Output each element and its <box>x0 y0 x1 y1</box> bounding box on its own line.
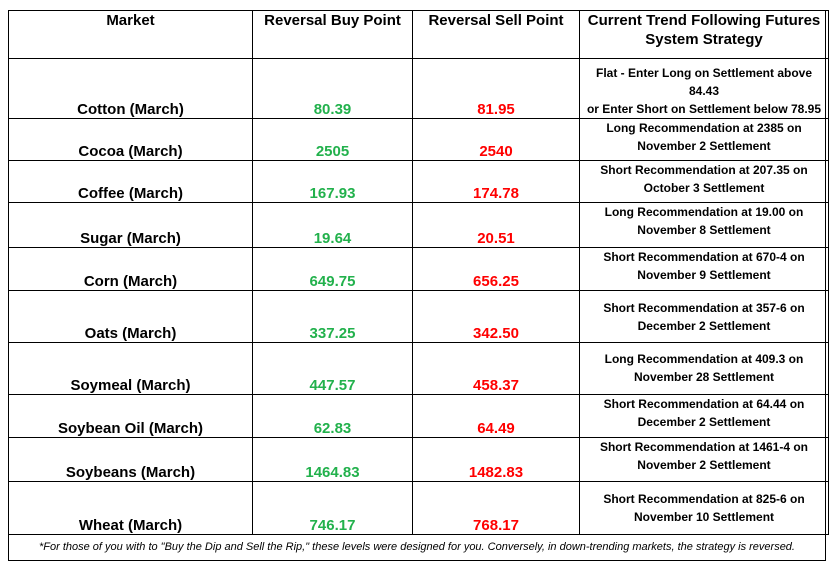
strategy-line2: November 9 Settlement <box>637 268 771 282</box>
sell-point-cell: 342.50 <box>412 290 580 343</box>
table-row: Corn (March) 649.75 656.25 Short Recomme… <box>8 247 829 291</box>
buy-point-cell: 2505 <box>252 118 413 161</box>
strategy-cell: Short Recommendation at 207.35 on Octobe… <box>579 160 829 203</box>
strategy-line1: Short Recommendation at 64.44 on <box>603 397 805 411</box>
strategy-line2: November 10 Settlement <box>633 510 775 524</box>
header-row: Market Reversal Buy Point Reversal Sell … <box>8 10 829 59</box>
header-reversal-sell-point: Reversal Sell Point <box>412 10 580 59</box>
futures-table-sheet: Market Reversal Buy Point Reversal Sell … <box>8 10 829 561</box>
strategy-line2: November 2 Settlement <box>637 139 771 153</box>
sell-point-cell: 656.25 <box>412 247 580 291</box>
buy-point-cell: 19.64 <box>252 202 413 248</box>
buy-point-cell: 337.25 <box>252 290 413 343</box>
strategy-cell: Long Recommendation at 409.3 on November… <box>579 342 829 395</box>
strategy-cell: Short Recommendation at 64.44 on Decembe… <box>579 394 829 438</box>
market-cell: Coffee (March) <box>8 160 253 203</box>
market-cell: Cocoa (March) <box>8 118 253 161</box>
market-cell: Wheat (March) <box>8 481 253 535</box>
header-market: Market <box>8 10 253 59</box>
market-cell: Corn (March) <box>8 247 253 291</box>
header-strategy-line2: System Strategy <box>645 31 763 48</box>
strategy-line1: Short Recommendation at 207.35 on <box>600 163 808 177</box>
strategy-line1: Short Recommendation at 357-6 on <box>603 301 805 315</box>
market-cell: Oats (March) <box>8 290 253 343</box>
strategy-cell: Short Recommendation at 825-6 on Novembe… <box>579 481 829 535</box>
strategy-cell: Short Recommendation at 670-4 on Novembe… <box>579 247 829 291</box>
strategy-line1: Short Recommendation at 1461-4 on <box>599 440 809 454</box>
sell-point-cell: 174.78 <box>412 160 580 203</box>
market-cell: Soymeal (March) <box>8 342 253 395</box>
footnote: *For those of you with to "Buy the Dip a… <box>39 541 795 553</box>
header-reversal-buy-point: Reversal Buy Point <box>252 10 413 59</box>
buy-point-cell: 1464.83 <box>252 437 413 482</box>
table-row: Soybeans (March) 1464.83 1482.83 Short R… <box>8 437 829 482</box>
header-strategy: Current Trend Following Futures System S… <box>579 10 829 59</box>
strategy-line1: Short Recommendation at 670-4 on <box>603 250 805 264</box>
strategy-line2: November 8 Settlement <box>637 223 771 237</box>
strategy-line1: Flat - Enter Long on Settlement above 84… <box>595 66 813 98</box>
table-row: Wheat (March) 746.17 768.17 Short Recomm… <box>8 481 829 535</box>
market-cell: Soybean Oil (March) <box>8 394 253 438</box>
table-row: Cocoa (March) 2505 2540 Long Recommendat… <box>8 118 829 161</box>
strategy-cell: Short Recommendation at 1461-4 on Novemb… <box>579 437 829 482</box>
market-cell: Soybeans (March) <box>8 437 253 482</box>
sell-point-cell: 64.49 <box>412 394 580 438</box>
strategy-line2: November 2 Settlement <box>637 458 771 472</box>
table-row: Oats (March) 337.25 342.50 Short Recomme… <box>8 290 829 343</box>
strategy-line1: Long Recommendation at 2385 on <box>606 121 802 135</box>
buy-point-cell: 62.83 <box>252 394 413 438</box>
strategy-line2: December 2 Settlement <box>637 319 771 333</box>
market-cell: Sugar (March) <box>8 202 253 248</box>
strategy-cell: Flat - Enter Long on Settlement above 84… <box>579 58 829 119</box>
sell-point-cell: 2540 <box>412 118 580 161</box>
strategy-line2: October 3 Settlement <box>643 181 765 195</box>
strategy-cell: Short Recommendation at 357-6 on Decembe… <box>579 290 829 343</box>
table-row: Sugar (March) 19.64 20.51 Long Recommend… <box>8 202 829 248</box>
buy-point-cell: 649.75 <box>252 247 413 291</box>
table-row: Coffee (March) 167.93 174.78 Short Recom… <box>8 160 829 203</box>
strategy-line1: Short Recommendation at 825-6 on <box>603 492 805 506</box>
strategy-line2: December 2 Settlement <box>637 415 771 429</box>
table-row: Soymeal (March) 447.57 458.37 Long Recom… <box>8 342 829 395</box>
sell-point-cell: 81.95 <box>412 58 580 119</box>
strategy-line1: Long Recommendation at 19.00 on <box>604 205 804 219</box>
strategy-line2: or Enter Short on Settlement below 78.95 <box>586 102 822 116</box>
table-row: Cotton (March) 80.39 81.95 Flat - Enter … <box>8 58 829 119</box>
strategy-cell: Long Recommendation at 19.00 on November… <box>579 202 829 248</box>
sell-point-cell: 1482.83 <box>412 437 580 482</box>
table-row: Soybean Oil (March) 62.83 64.49 Short Re… <box>8 394 829 438</box>
header-strategy-line1: Current Trend Following Futures <box>587 12 821 29</box>
buy-point-cell: 746.17 <box>252 481 413 535</box>
market-cell: Cotton (March) <box>8 58 253 119</box>
reversal-points-table: Market Reversal Buy Point Reversal Sell … <box>8 10 829 535</box>
buy-point-cell: 167.93 <box>252 160 413 203</box>
buy-point-cell: 80.39 <box>252 58 413 119</box>
sell-point-cell: 20.51 <box>412 202 580 248</box>
strategy-line1: Long Recommendation at 409.3 on <box>604 352 804 366</box>
strategy-cell: Long Recommendation at 2385 on November … <box>579 118 829 161</box>
buy-point-cell: 447.57 <box>252 342 413 395</box>
strategy-line2: November 28 Settlement <box>633 370 775 384</box>
sell-point-cell: 458.37 <box>412 342 580 395</box>
